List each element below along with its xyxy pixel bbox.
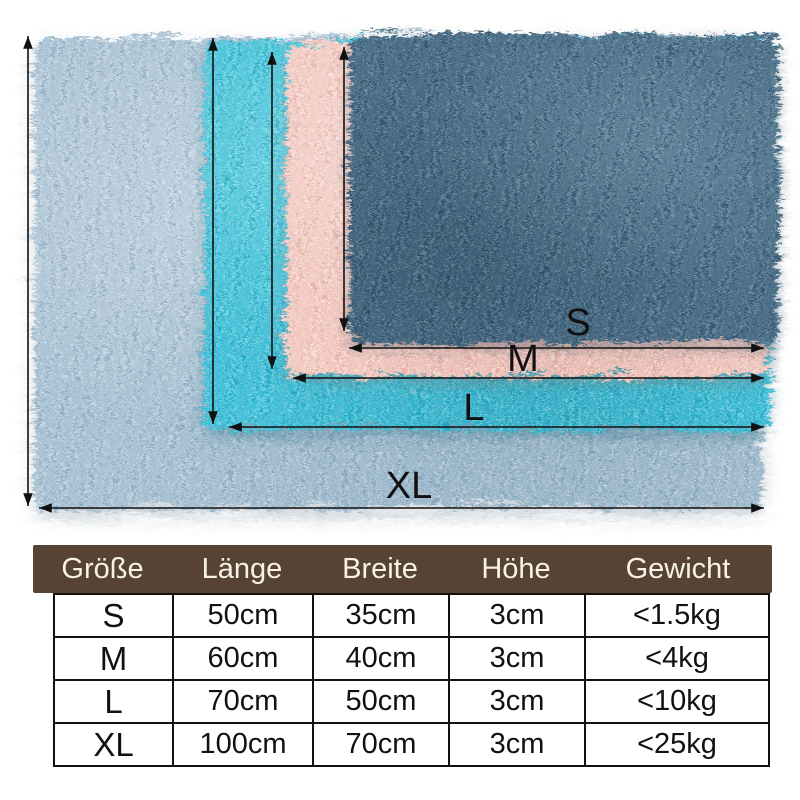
height-cell: 3cm: [450, 724, 586, 765]
blanket-size-diagram: S M L XL: [23, 32, 775, 513]
height-cell: 3cm: [450, 595, 586, 636]
height-cell: 3cm: [450, 638, 586, 679]
size-table-header-hoehe: Höhe: [481, 552, 551, 585]
size-table-header: Größe Länge Breite Höhe Gewicht: [33, 545, 772, 593]
size-label-m: M: [507, 338, 539, 380]
size-label-l: L: [463, 387, 485, 429]
size-table-row-s: S 50cm 35cm 3cm <1.5kg: [55, 595, 768, 636]
size-cell: L: [55, 681, 174, 722]
length-cell: 50cm: [174, 595, 314, 636]
size-table: S 50cm 35cm 3cm <1.5kg M 60cm 40cm 3cm <…: [53, 593, 770, 767]
length-cell: 100cm: [174, 724, 314, 765]
size-table-header-breite: Breite: [342, 552, 418, 585]
width-cell: 50cm: [314, 681, 450, 722]
length-cell: 70cm: [174, 681, 314, 722]
size-table-row-m: M 60cm 40cm 3cm <4kg: [55, 636, 768, 679]
weight-cell: <1.5kg: [633, 599, 721, 631]
size-table-header-groesse: Größe: [61, 552, 144, 585]
size-table-header-laenge: Länge: [201, 552, 283, 585]
blanket-s: [345, 32, 775, 339]
size-cell: XL: [55, 724, 174, 765]
width-cell: 35cm: [314, 595, 450, 636]
size-table-header-gewicht: Gewicht: [625, 552, 731, 585]
size-cell: S: [55, 595, 174, 636]
size-table-row-l: L 70cm 50cm 3cm <10kg: [55, 679, 768, 722]
measurement-arrows: [23, 36, 764, 513]
size-label-xl: XL: [385, 465, 433, 507]
size-cell: M: [55, 638, 174, 679]
width-cell: 40cm: [314, 638, 450, 679]
length-cell: 60cm: [174, 638, 314, 679]
size-table-row-xl: XL 100cm 70cm 3cm <25kg: [55, 722, 768, 765]
size-label-s: S: [565, 302, 591, 344]
height-cell: 3cm: [450, 681, 586, 722]
width-cell: 70cm: [314, 724, 450, 765]
weight-cell: <25kg: [637, 728, 717, 760]
weight-cell: <10kg: [637, 685, 717, 717]
weight-cell: <4kg: [645, 642, 709, 674]
